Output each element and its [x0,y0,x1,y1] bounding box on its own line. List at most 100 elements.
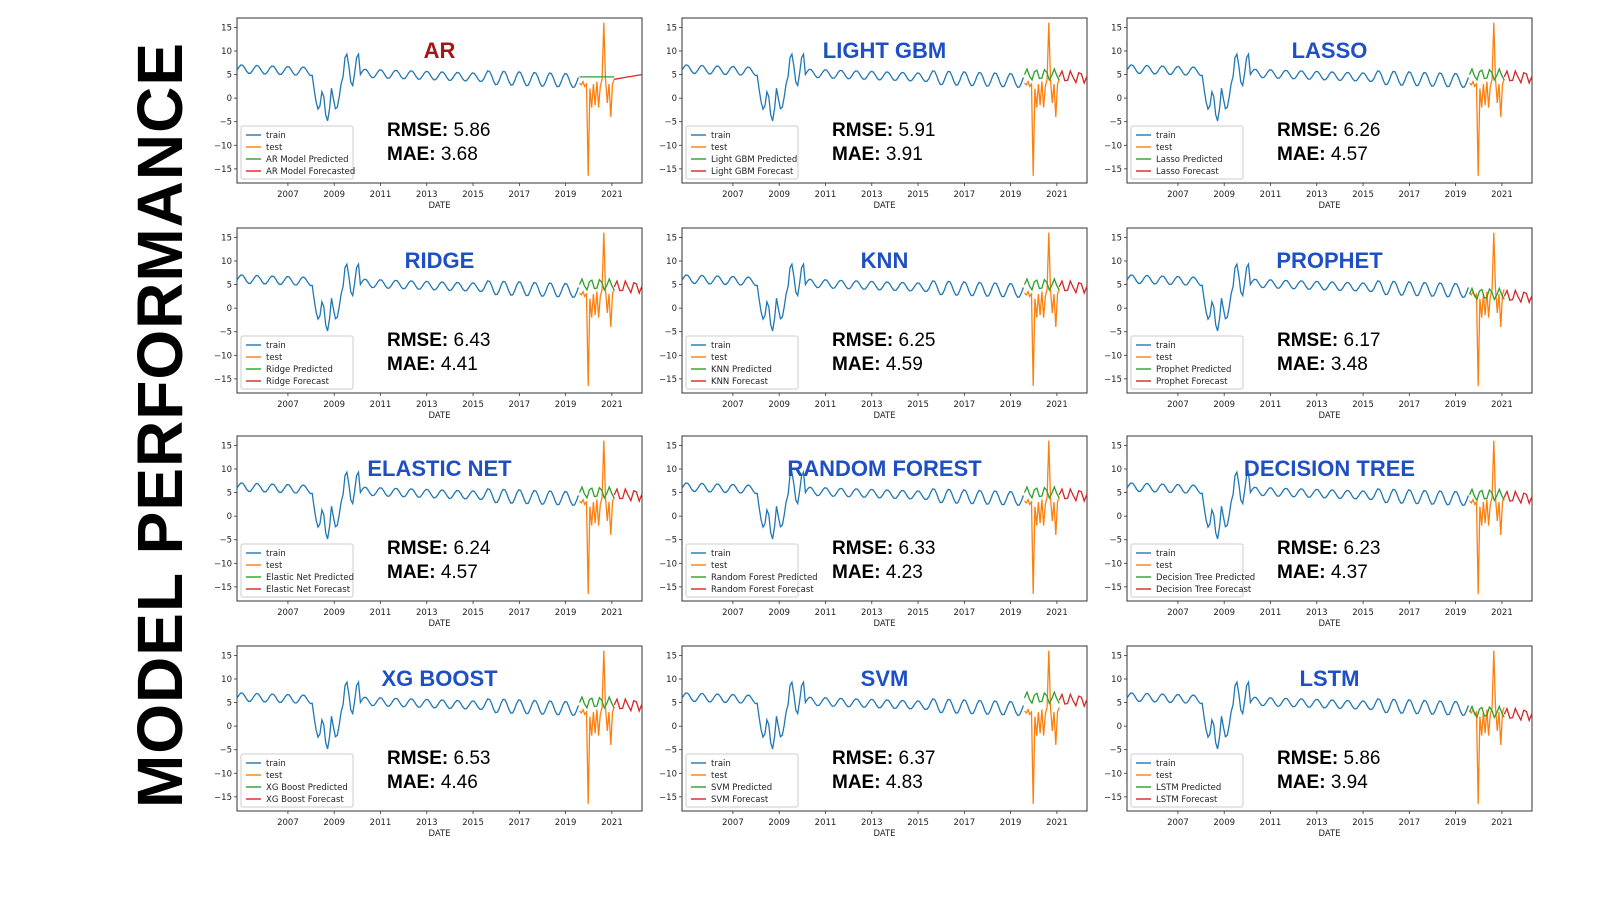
metric-label: MAE: [387,144,436,165]
x-tick-label: 2019 [1000,400,1022,410]
test-series-line [1024,22,1060,176]
y-tick-label: −5 [219,118,232,128]
forecast-series-line [1058,487,1088,503]
x-tick-label: 2007 [1167,400,1189,410]
metric-label: RMSE: [387,538,449,559]
x-tick-label: 2011 [815,190,837,200]
x-tick-label: 2015 [1352,818,1374,828]
x-axis-label: DATE [1318,619,1340,629]
legend-box [685,125,799,180]
legend-entry: train [711,759,731,769]
model-chart: 15 10 5 0 −5 −10 −15 2007 2009 2011 2013 2015 2017 20… [659,17,1088,211]
legend-entry: Elastic Net Predicted [266,573,354,583]
legend-entry: train [1156,549,1176,559]
x-tick-label: 2013 [1306,400,1328,410]
x-tick-label: 2015 [462,818,484,828]
y-tick-label: 5 [227,281,232,291]
x-tick-label: 2007 [277,190,299,200]
x-tick-label: 2011 [815,608,837,618]
legend-entry: test [711,561,728,571]
x-tick-label: 2017 [954,190,976,200]
y-tick-label: −10 [1104,141,1122,151]
y-tick-label: −10 [1104,559,1122,569]
legend-entry: train [266,759,286,769]
x-tick-label: 2019 [555,608,577,618]
x-axis-label: DATE [428,829,450,839]
y-tick-label: −15 [214,165,232,175]
mae-metric: MAE: 4.57 [1277,144,1368,166]
x-tick-label: 2015 [1352,400,1374,410]
y-tick-label: 5 [1117,699,1122,709]
x-tick-label: 2021 [1046,608,1068,618]
y-tick-label: −15 [659,793,677,803]
test-series-line [1024,650,1060,804]
legend-box [240,125,354,180]
test-series-line [1469,440,1505,594]
forecast-series-line [613,279,643,295]
mae-metric: MAE: 3.91 [832,144,923,166]
y-tick-label: −15 [214,793,232,803]
y-tick-label: 5 [672,71,677,81]
metric-value: 6.25 [893,330,936,351]
y-tick-label: 0 [227,304,232,314]
y-tick-label: 0 [1117,512,1122,522]
metric-value: 4.23 [880,562,923,583]
x-tick-label: 2013 [1306,608,1328,618]
model-title: PROPHET [1276,248,1383,273]
train-series-line [681,262,1025,332]
model-panel-elastic-net: 15 10 5 0 −5 −10 −15 2007 2009 2011 2013 2015 2017 20… [210,428,650,638]
x-tick-label: 2017 [509,190,531,200]
x-tick-label: 2021 [1491,400,1513,410]
metric-label: RMSE: [1277,120,1339,141]
metric-label: RMSE: [387,120,449,141]
x-tick-label: 2019 [1445,818,1467,828]
x-tick-label: 2017 [509,608,531,618]
legend-entry: test [1156,561,1173,571]
x-tick-label: 2013 [861,400,883,410]
x-axis-label: DATE [873,201,895,211]
predicted-series-line [578,277,615,292]
legend-entry: SVM Forecast [711,795,769,805]
y-tick-label: −10 [214,559,232,569]
x-tick-label: 2011 [370,608,392,618]
legend-entry: train [711,549,731,559]
model-title: LASSO [1291,38,1368,63]
rmse-metric: RMSE: 6.24 [387,538,491,560]
metric-value: 6.33 [893,538,936,559]
metric-value: 5.86 [448,120,491,141]
predicted-series-line [578,695,615,710]
x-tick-label: 2017 [509,400,531,410]
metric-label: RMSE: [1277,748,1339,769]
x-axis-label: DATE [873,619,895,629]
y-tick-label: −5 [1109,536,1122,546]
y-tick-label: −5 [664,536,677,546]
rmse-metric: RMSE: 5.91 [832,120,936,142]
x-tick-label: 2015 [462,608,484,618]
predicted-series-line [1023,277,1060,292]
y-tick-label: −15 [1104,375,1122,385]
x-tick-label: 2017 [1399,608,1421,618]
x-tick-label: 2019 [1445,190,1467,200]
legend-entry: Light GBM Forecast [711,167,794,177]
x-tick-label: 2009 [768,818,790,828]
metric-value: 6.53 [448,748,491,769]
legend-box [240,543,354,598]
metric-label: RMSE: [387,748,449,769]
model-panel-decision-tree: 15 10 5 0 −5 −10 −15 2007 2009 2011 2013 2015 2017 20… [1100,428,1540,638]
legend-entry: train [266,549,286,559]
y-tick-label: 0 [1117,94,1122,104]
x-tick-label: 2011 [370,400,392,410]
metric-label: RMSE: [832,330,894,351]
x-tick-label: 2021 [601,400,623,410]
x-tick-label: 2017 [954,400,976,410]
model-title: LSTM [1299,666,1360,691]
y-tick-label: 10 [666,47,677,57]
y-tick-label: 10 [1111,465,1122,475]
train-series-line [1126,262,1470,332]
y-tick-label: −5 [1109,118,1122,128]
x-tick-label: 2019 [1000,608,1022,618]
predicted-series-line [1468,704,1505,720]
metric-label: MAE: [832,562,881,583]
mae-metric: MAE: 3.94 [1277,772,1368,794]
y-tick-label: 5 [1117,281,1122,291]
